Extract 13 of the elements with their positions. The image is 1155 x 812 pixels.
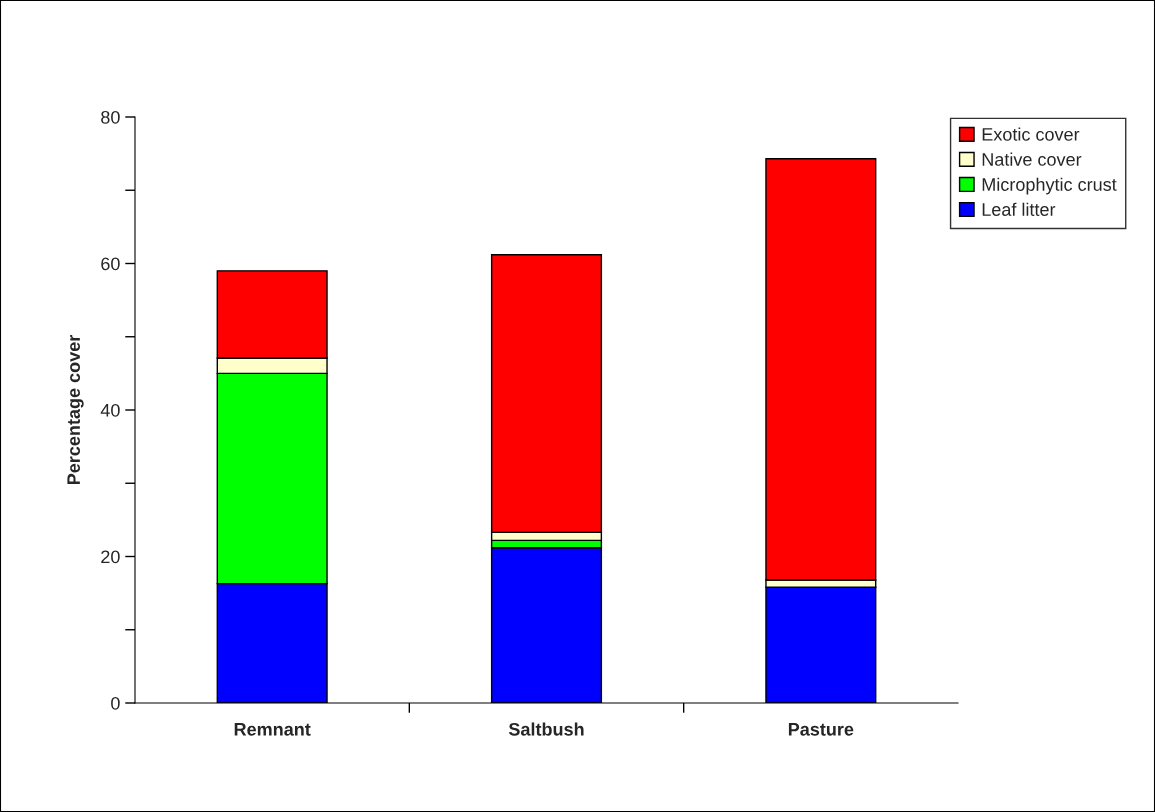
y-tick-label: 80 xyxy=(101,110,120,124)
y-tick-label: 0 xyxy=(111,696,120,710)
legend-label: Microphytic crust xyxy=(982,177,1117,195)
legend-label: Exotic cover xyxy=(982,127,1080,141)
legend-label: Native cover xyxy=(982,152,1082,166)
y-tick-label: 40 xyxy=(100,403,120,417)
x-tick-label: Remnant xyxy=(234,723,311,736)
y-tick-label: 60 xyxy=(101,257,120,271)
x-tick-label: Pasture xyxy=(788,723,854,736)
y-axis-title: Percentage cover xyxy=(67,335,84,485)
y-tick-label: 20 xyxy=(101,550,120,564)
x-tick-label: Saltbush xyxy=(508,722,584,736)
legend-label: Leaf litter xyxy=(982,202,1056,216)
